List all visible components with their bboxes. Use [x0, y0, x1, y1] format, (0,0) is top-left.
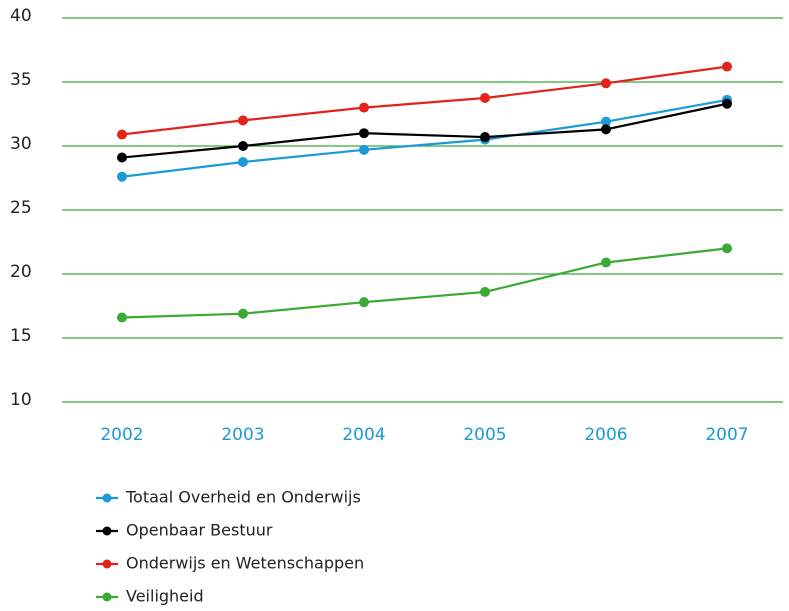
legend-marker: [102, 592, 112, 602]
data-point: [359, 297, 369, 308]
x-tick-label: 2007: [705, 425, 748, 445]
y-tick-label: 20: [10, 262, 32, 282]
y-tick-label: 10: [10, 390, 32, 410]
y-tick-label: 40: [10, 6, 32, 26]
data-point: [359, 102, 369, 113]
data-point: [359, 144, 369, 155]
x-tick-label: 2002: [100, 425, 143, 445]
legend-marker: [102, 559, 112, 569]
data-point: [601, 116, 611, 127]
y-tick-label: 25: [10, 198, 32, 218]
series-line: [121, 102, 728, 159]
legend-marker: [102, 526, 112, 536]
x-tick-label: 2005: [463, 425, 506, 445]
data-point: [359, 128, 369, 139]
data-point: [238, 157, 248, 167]
data-point: [480, 132, 490, 143]
legend-label: Openbaar Bestuur: [126, 521, 273, 540]
legend-marker: [102, 493, 112, 503]
legend-label: Onderwijs en Wetenschappen: [126, 554, 364, 573]
data-point: [722, 243, 732, 254]
x-tick-label: 2004: [342, 425, 385, 445]
data-point: [722, 98, 732, 109]
data-point: [480, 286, 490, 297]
y-tick-label: 35: [10, 70, 32, 90]
legend-label: Veiligheid: [126, 587, 204, 606]
data-point: [601, 257, 611, 268]
data-point: [601, 124, 611, 135]
data-point: [238, 115, 248, 126]
data-point: [238, 308, 248, 319]
data-point: [117, 312, 127, 323]
x-tick-label: 2006: [584, 425, 627, 445]
data-point: [117, 152, 127, 163]
data-point: [238, 141, 248, 151]
x-tick-label: 2003: [221, 425, 264, 445]
data-point: [480, 93, 490, 103]
data-point: [117, 129, 127, 140]
data-point: [601, 78, 611, 89]
series-line: [121, 247, 728, 319]
series-line: [121, 65, 728, 136]
data-point: [722, 61, 732, 72]
y-tick-label: 15: [10, 326, 32, 346]
legend-label: Totaal Overheid en Onderwijs: [125, 488, 361, 507]
data-point: [117, 171, 127, 182]
series-line: [121, 98, 728, 178]
y-tick-label: 30: [10, 134, 32, 154]
